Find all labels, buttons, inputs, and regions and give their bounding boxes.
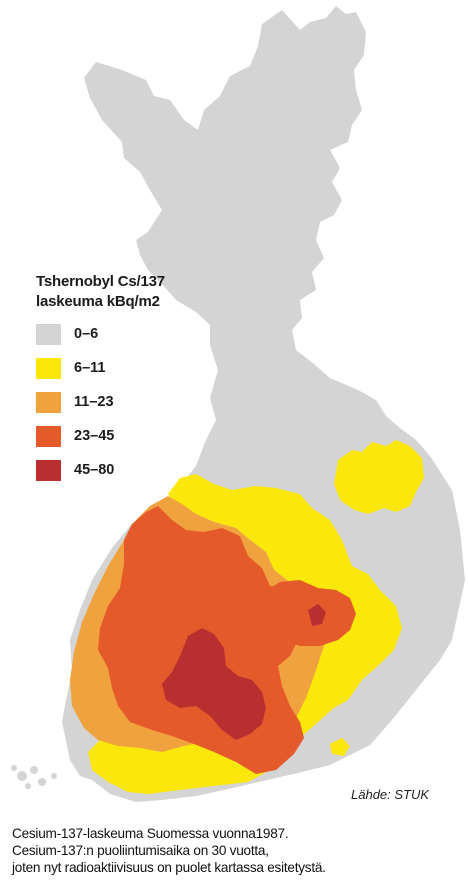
legend-item: 45–80 (36, 458, 165, 482)
region-45-80 (162, 628, 266, 740)
caption-line-1: Cesium-137-laskeuma Suomessa vuonna1987. (12, 826, 289, 841)
map-svg (11, 6, 465, 802)
region-6-11-north (334, 440, 424, 514)
region-45-80-small (308, 604, 326, 626)
legend-swatch (36, 425, 61, 447)
legend-title-line1: Tshernobyl Cs/137 (36, 273, 165, 290)
legend: Tshernobyl Cs/137 laskeuma kBq/m2 0–6 6–… (36, 272, 165, 492)
legend-item: 6–11 (36, 356, 165, 380)
region-6-11-south (88, 474, 402, 794)
legend-label: 45–80 (74, 462, 115, 478)
region-23-45 (98, 506, 350, 774)
legend-swatch (36, 459, 61, 481)
caption-line-3: joten nyt radioaktiivisuus on puolet kar… (12, 860, 326, 875)
legend-item: 23–45 (36, 424, 165, 448)
finland-fallout-map (11, 6, 465, 802)
legend-label: 23–45 (74, 428, 115, 444)
legend-swatch (36, 323, 61, 345)
source-credit: Lähde: STUK (351, 787, 430, 802)
aland-islands (11, 765, 57, 789)
legend-item: 11–23 (36, 390, 165, 414)
caption-line-2: Cesium-137:n puoliintumisaika on 30 vuot… (12, 843, 269, 858)
legend-label: 6–11 (74, 360, 106, 376)
region-6-11-dot (330, 738, 350, 756)
legend-label: 11–23 (74, 394, 114, 410)
legend-title-line2: laskeuma kBq/m2 (36, 293, 160, 310)
legend-label: 0–6 (74, 326, 99, 342)
legend-swatch (36, 391, 61, 413)
legend-items: 0–6 6–11 11–23 23–45 45–80 (36, 322, 165, 482)
caption: Cesium-137-laskeuma Suomessa vuonna1987.… (12, 825, 462, 876)
legend-item: 0–6 (36, 322, 165, 346)
legend-swatch (36, 357, 61, 379)
